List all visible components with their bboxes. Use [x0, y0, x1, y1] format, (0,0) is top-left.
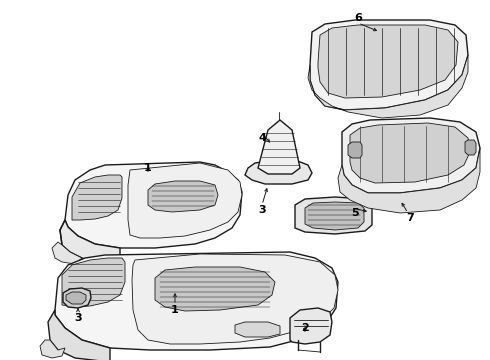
Polygon shape	[66, 292, 86, 304]
Polygon shape	[290, 308, 332, 344]
Polygon shape	[310, 20, 468, 110]
Polygon shape	[308, 55, 468, 118]
Polygon shape	[350, 123, 470, 183]
Polygon shape	[48, 310, 110, 360]
Text: 2: 2	[301, 323, 309, 333]
Text: 4: 4	[258, 133, 266, 143]
Text: 3: 3	[258, 205, 266, 215]
Polygon shape	[465, 140, 476, 155]
Polygon shape	[348, 142, 362, 158]
Polygon shape	[245, 160, 312, 184]
Polygon shape	[63, 288, 91, 308]
Polygon shape	[72, 175, 122, 220]
Polygon shape	[60, 220, 120, 264]
Polygon shape	[305, 202, 364, 230]
Polygon shape	[155, 267, 275, 311]
Polygon shape	[132, 254, 338, 344]
Text: 5: 5	[351, 208, 359, 218]
Polygon shape	[318, 25, 458, 98]
Polygon shape	[235, 322, 280, 337]
Polygon shape	[52, 242, 82, 264]
Polygon shape	[40, 340, 65, 358]
Text: 1: 1	[171, 305, 179, 315]
Polygon shape	[65, 162, 242, 248]
Text: 3: 3	[74, 313, 82, 323]
Polygon shape	[128, 163, 242, 238]
Text: 7: 7	[406, 213, 414, 223]
Text: 1: 1	[144, 163, 152, 173]
Polygon shape	[295, 197, 372, 234]
Polygon shape	[55, 252, 338, 350]
Polygon shape	[342, 118, 480, 193]
Polygon shape	[148, 181, 218, 212]
Text: 6: 6	[354, 13, 362, 23]
Polygon shape	[62, 258, 125, 307]
Polygon shape	[338, 148, 480, 213]
Polygon shape	[258, 120, 300, 174]
